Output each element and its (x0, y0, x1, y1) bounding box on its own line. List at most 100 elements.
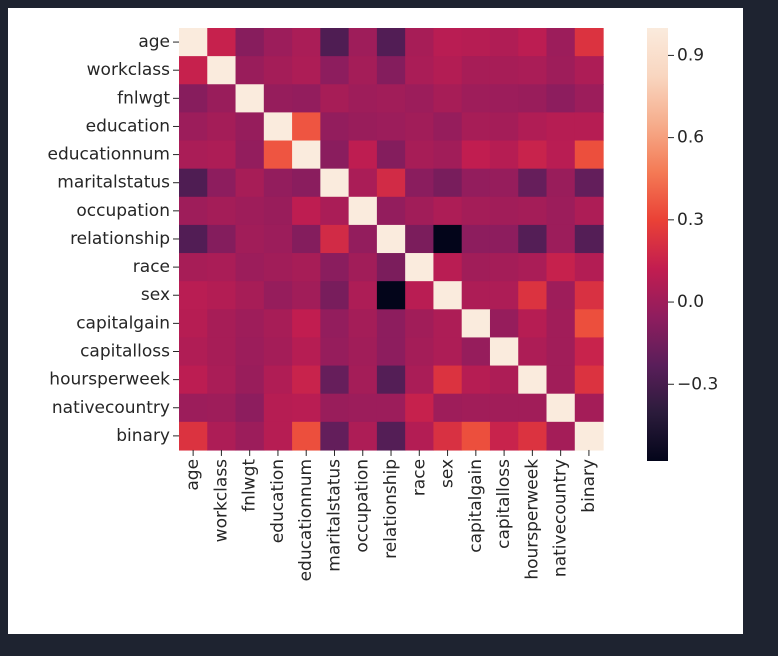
heatmap-cell-nativecountry-hoursperweek (518, 393, 548, 423)
heatmap-cell-education-binary (574, 112, 604, 142)
heatmap-cell-capitalloss-workclass (207, 337, 237, 367)
heatmap-cell-sex-race (405, 281, 435, 310)
heatmap-cell-capitalloss-sex (433, 337, 463, 367)
heatmap-cell-maritalstatus-capitalloss (489, 168, 519, 198)
column-label-binary: binary (579, 459, 599, 513)
heatmap-cell-capitalloss-capitalgain (461, 337, 491, 367)
heatmap-cell-educationnum-sex (433, 140, 463, 170)
row-label-sex: sex (141, 285, 170, 305)
heatmap-cell-workclass-fnlwgt (235, 56, 265, 85)
heatmap-cell-sex-nativecountry (546, 281, 576, 310)
heatmap-cell-race-sex (433, 253, 463, 282)
heatmap-cell-nativecountry-race (405, 393, 435, 423)
heatmap-cell-race-fnlwgt (235, 253, 265, 282)
heatmap-cell-sex-capitalgain (461, 281, 491, 310)
heatmap-cell-relationship-age (179, 224, 208, 254)
heatmap-cell-capitalgain-education (263, 309, 293, 339)
heatmap-cell-hoursperweek-occupation (348, 365, 378, 395)
heatmap-cell-occupation-hoursperweek (518, 196, 548, 226)
heatmap-cell-educationnum-race (405, 140, 435, 170)
heatmap-cell-educationnum-maritalstatus (320, 140, 350, 170)
heatmap-cell-binary-fnlwgt (235, 421, 265, 451)
heatmap-cell-educationnum-capitalloss (489, 140, 519, 170)
heatmap-cell-workclass-hoursperweek (518, 56, 548, 85)
heatmap-cell-maritalstatus-sex (433, 168, 463, 198)
row-label-occupation: occupation (76, 201, 170, 221)
heatmap-cell-sex-age (179, 281, 208, 310)
heatmap-cell-hoursperweek-workclass (207, 365, 237, 395)
heatmap-cell-fnlwgt-workclass (207, 84, 237, 113)
heatmap-cell-hoursperweek-race (405, 365, 435, 395)
heatmap-cell-relationship-binary (574, 224, 604, 254)
heatmap-cell-binary-education (263, 421, 293, 451)
heatmap-cell-occupation-relationship (376, 196, 406, 226)
heatmap-cell-capitalloss-hoursperweek (518, 337, 548, 367)
column-label-sex: sex (438, 459, 458, 488)
heatmap-cell-race-occupation (348, 253, 378, 282)
colorbar: 0.9 0.6 0.3 0.0 −0.3 (647, 28, 718, 461)
heatmap-cell-occupation-maritalstatus (320, 196, 350, 226)
heatmap-cell-fnlwgt-binary (574, 84, 604, 113)
heatmap-cell-age-workclass (207, 28, 237, 57)
heatmap-cell-binary-capitalgain (461, 421, 491, 451)
heatmap-cell-race-binary (574, 253, 604, 282)
heatmap-cell-maritalstatus-nativecountry (546, 168, 576, 198)
column-label-age: age (183, 459, 203, 491)
heatmap-cell-binary-binary (574, 421, 604, 451)
heatmap-cell-age-education (263, 28, 293, 57)
heatmap-cell-workclass-capitalloss (489, 56, 519, 85)
heatmap-cell-binary-educationnum (292, 421, 321, 451)
heatmap-cell-capitalgain-maritalstatus (320, 309, 350, 339)
heatmap-cell-fnlwgt-fnlwgt (235, 84, 265, 113)
heatmap-cell-age-occupation (348, 28, 378, 57)
heatmap-cell-race-capitalgain (461, 253, 491, 282)
colorbar-tick-label: 0.9 (677, 45, 704, 65)
heatmap-cell-relationship-workclass (207, 224, 237, 254)
heatmap-cell-education-sex (433, 112, 463, 142)
heatmap-cell-relationship-race (405, 224, 435, 254)
heatmap-cell-nativecountry-educationnum (292, 393, 321, 423)
heatmap-cell-fnlwgt-maritalstatus (320, 84, 350, 113)
heatmap-cell-education-capitalgain (461, 112, 491, 142)
heatmap-cell-capitalgain-hoursperweek (518, 309, 548, 339)
heatmap-cell-capitalgain-relationship (376, 309, 406, 339)
heatmap-cell-relationship-relationship (376, 224, 406, 254)
heatmap-cell-education-relationship (376, 112, 406, 142)
heatmap-cell-fnlwgt-relationship (376, 84, 406, 113)
heatmap-cell-maritalstatus-binary (574, 168, 604, 198)
heatmap-cell-workclass-age (179, 56, 208, 85)
column-labels: age workclass fnlwgt education educationnum m… (183, 449, 599, 581)
heatmap-cell-fnlwgt-age (179, 84, 208, 113)
heatmap-cell-educationnum-binary (574, 140, 604, 170)
heatmap-cell-binary-sex (433, 421, 463, 451)
column-label-capitalloss: capitalloss (494, 459, 514, 549)
heatmap-cell-education-education (263, 112, 293, 142)
heatmap-cell-occupation-race (405, 196, 435, 226)
heatmap-cell-workclass-nativecountry (546, 56, 576, 85)
heatmap-cell-occupation-capitalloss (489, 196, 519, 226)
heatmap-cell-hoursperweek-educationnum (292, 365, 321, 395)
heatmap-cell-nativecountry-fnlwgt (235, 393, 265, 423)
row-label-capitalloss: capitalloss (80, 341, 170, 361)
heatmap-cell-relationship-educationnum (292, 224, 321, 254)
heatmap-cell-maritalstatus-race (405, 168, 435, 198)
heatmap-cell-binary-relationship (376, 421, 406, 451)
colorbar-tick-label: 0.6 (677, 128, 704, 148)
heatmap-cell-capitalloss-binary (574, 337, 604, 367)
heatmap-cell-capitalloss-fnlwgt (235, 337, 265, 367)
heatmap-cell-race-race (405, 253, 435, 282)
heatmap-cell-capitalloss-age (179, 337, 208, 367)
heatmap-cell-capitalloss-education (263, 337, 293, 367)
heatmap-cell-sex-fnlwgt (235, 281, 265, 310)
heatmap-cell-educationnum-education (263, 140, 293, 170)
column-label-education: education (268, 459, 288, 543)
heatmap-cell-occupation-workclass (207, 196, 237, 226)
heatmap-cell-nativecountry-occupation (348, 393, 378, 423)
heatmap-cell-binary-workclass (207, 421, 237, 451)
colorbar-tick-label: 0.3 (677, 210, 704, 230)
heatmap-cell-fnlwgt-educationnum (292, 84, 321, 113)
heatmap-cell-sex-maritalstatus (320, 281, 350, 310)
row-labels: age workclass fnlwgt education educationnum m… (48, 32, 179, 446)
column-label-educationnum: educationnum (296, 459, 316, 581)
row-label-workclass: workclass (87, 60, 170, 80)
